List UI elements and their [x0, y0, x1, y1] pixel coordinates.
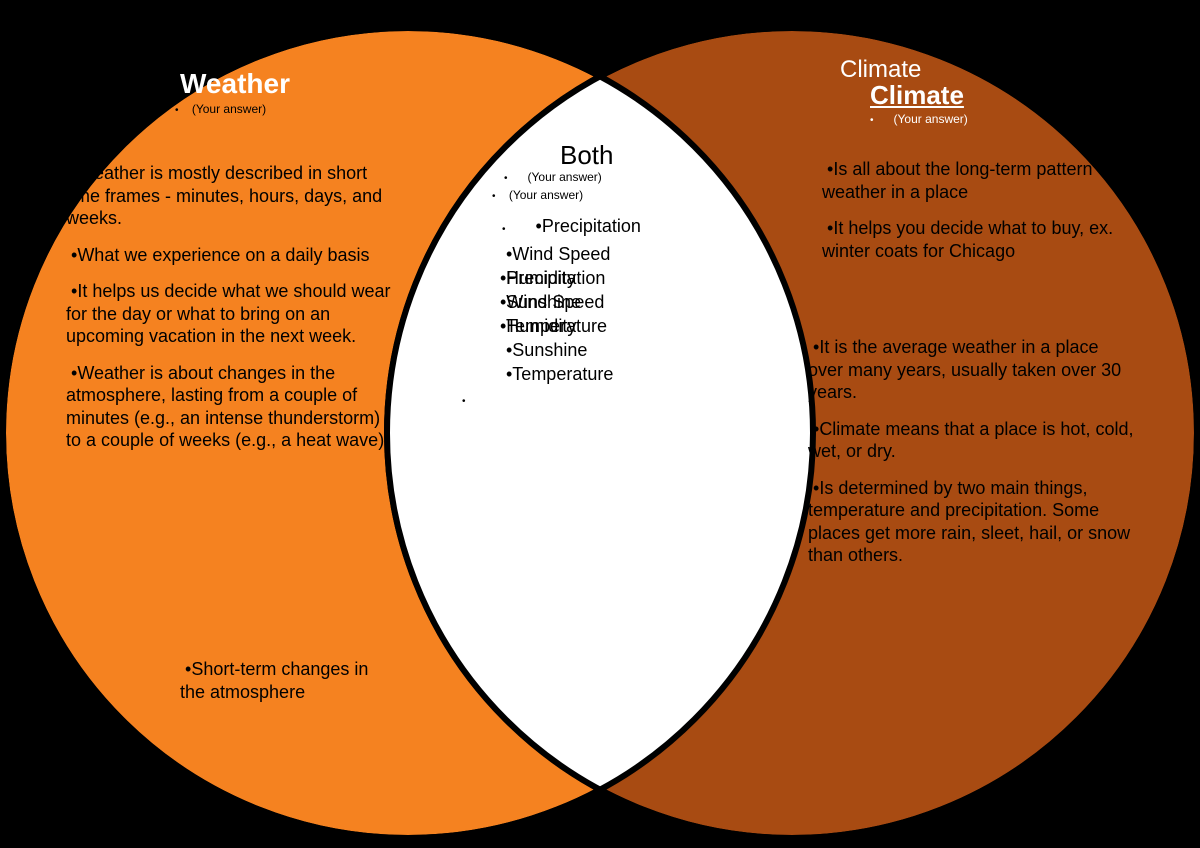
weather-subtitle: • (Your answer): [175, 102, 266, 116]
weather-bullet-3: •It helps us decide what we should wear …: [66, 280, 394, 348]
climate-bullet-1: •Is all about the long-term pattern of w…: [822, 158, 1138, 203]
climate-bullet-3: •It is the average weather in a place ov…: [808, 336, 1136, 404]
weather-bullet-5: •Short-term changes in the atmosphere: [180, 658, 380, 703]
weather-bullet-4: •Weather is about changes in the atmosph…: [66, 362, 394, 452]
weather-bullets: •Weather is mostly described in short ti…: [66, 162, 394, 466]
weather-title: Weather: [180, 68, 290, 100]
climate-bullet-5: •Is determined by two main things, tempe…: [808, 477, 1136, 567]
both-title: Both: [560, 140, 614, 171]
weather-bullet-1: •Weather is mostly described in short ti…: [66, 162, 394, 230]
both-subtitle-2: • (Your answer): [492, 188, 583, 202]
climate-subtitle: • (Your answer): [870, 112, 968, 126]
climate-bullets-2: •It is the average weather in a place ov…: [808, 336, 1136, 581]
climate-title-2: Climate: [870, 80, 964, 111]
weather-bullet-2: •What we experience on a daily basis: [66, 244, 394, 267]
climate-bullets: •Is all about the long-term pattern of w…: [822, 158, 1138, 276]
climate-bullet-4: •Climate means that a place is hot, cold…: [808, 418, 1136, 463]
both-subtitle-1: • (Your answer): [504, 170, 602, 184]
climate-bullet-2: •It helps you decide what to buy, ex. wi…: [822, 217, 1138, 262]
